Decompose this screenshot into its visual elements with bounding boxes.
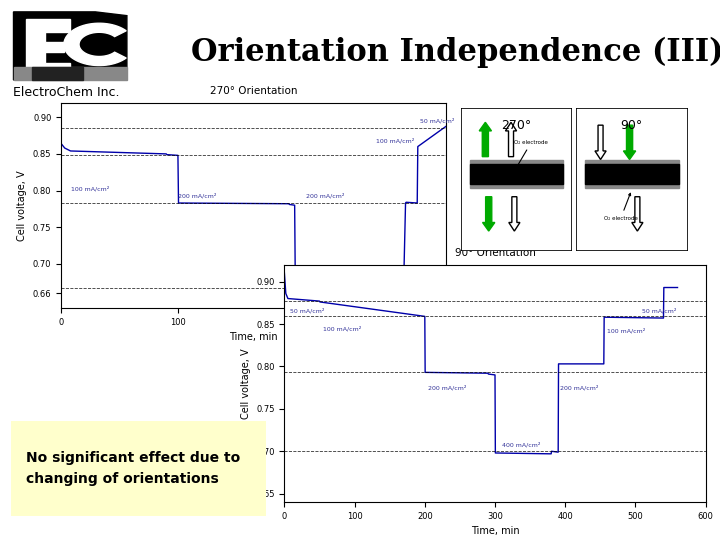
Text: Orientation Independence (III): Orientation Independence (III) [191, 37, 720, 68]
Y-axis label: Cell voltage, V: Cell voltage, V [17, 170, 27, 240]
Bar [585, 159, 679, 188]
Text: 50 mA/cm²: 50 mA/cm² [290, 308, 325, 314]
Polygon shape [26, 19, 71, 72]
Text: 200 mA/cm²: 200 mA/cm² [560, 385, 598, 390]
FancyArrow shape [509, 197, 520, 231]
X-axis label: Time, min: Time, min [471, 526, 519, 536]
FancyArrow shape [595, 125, 606, 159]
Bar [585, 164, 679, 184]
Text: 400 mA/cm²: 400 mA/cm² [502, 442, 541, 447]
Text: 270°: 270° [501, 119, 532, 132]
Text: 100 mA/cm²: 100 mA/cm² [323, 326, 361, 332]
FancyArrow shape [632, 197, 643, 231]
FancyArrow shape [482, 197, 495, 231]
Bar [469, 159, 564, 188]
Text: 100 mA/cm²: 100 mA/cm² [71, 186, 109, 192]
Text: O₂ electrode: O₂ electrode [604, 193, 638, 221]
Polygon shape [14, 67, 127, 80]
Y-axis label: Cell voltage, V: Cell voltage, V [240, 348, 251, 418]
X-axis label: Time, min: Time, min [230, 332, 278, 342]
FancyArrow shape [505, 122, 517, 157]
Text: 90°: 90° [621, 119, 643, 132]
FancyArrow shape [480, 122, 492, 157]
Text: 200 mA/cm²: 200 mA/cm² [178, 193, 216, 199]
Polygon shape [14, 12, 127, 80]
Text: 50 mA/cm²: 50 mA/cm² [420, 118, 454, 123]
Polygon shape [64, 23, 126, 65]
Text: 1.1 mA/cm²: 1.1 mA/cm² [318, 279, 354, 285]
Text: 100 mA/cm²: 100 mA/cm² [608, 328, 646, 334]
Bar [469, 164, 564, 184]
Text: No significant effect due to
changing of orientations: No significant effect due to changing of… [26, 451, 240, 486]
Title: 90° Orientation: 90° Orientation [454, 248, 536, 258]
FancyArrow shape [624, 125, 636, 159]
Text: 100 mA/cm²: 100 mA/cm² [377, 138, 415, 144]
Text: ElectroChem Inc.: ElectroChem Inc. [13, 86, 120, 99]
Polygon shape [32, 67, 83, 80]
Text: O₂ electrode: O₂ electrode [513, 140, 548, 173]
Title: 270° Orientation: 270° Orientation [210, 86, 297, 96]
Text: 200 mA/cm²: 200 mA/cm² [306, 193, 345, 199]
Text: 200 mA/cm²: 200 mA/cm² [428, 385, 467, 390]
Text: 50 mA/cm²: 50 mA/cm² [642, 308, 677, 314]
